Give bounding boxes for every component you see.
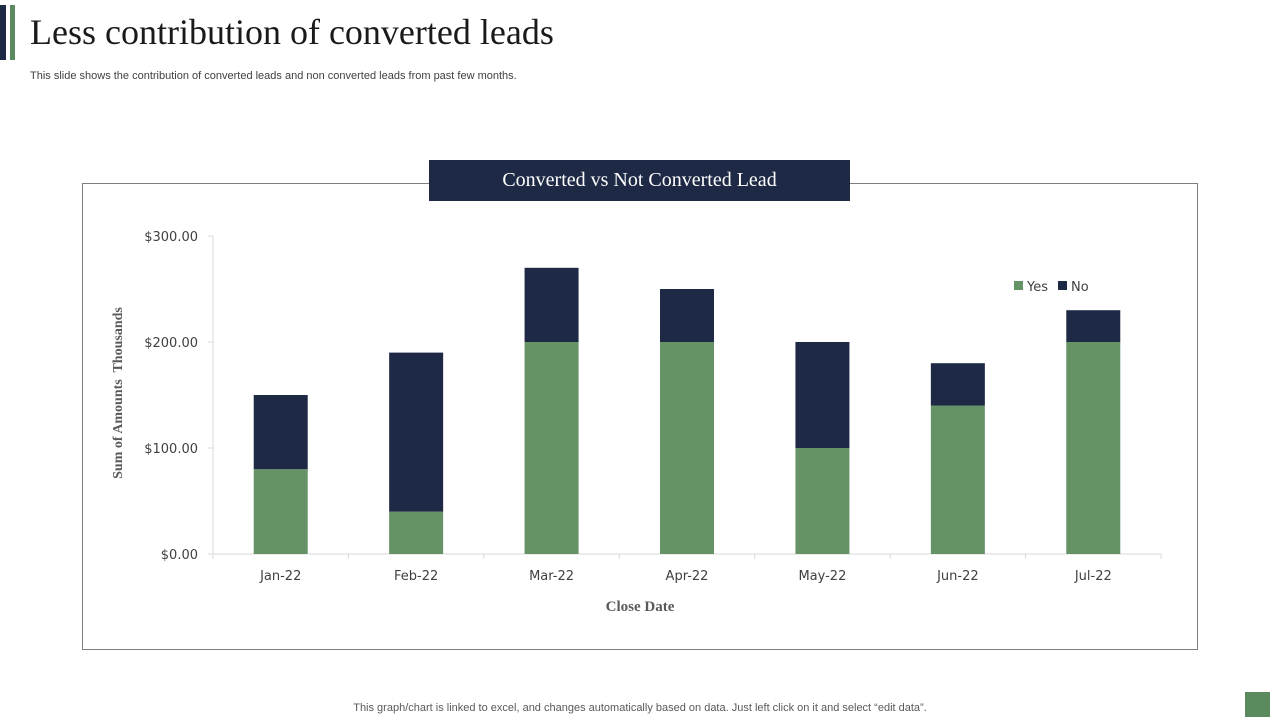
bar-no-jul-22 xyxy=(1066,310,1121,342)
x-tick-label: Jul-22 xyxy=(1074,569,1112,584)
bar-yes-jun-22 xyxy=(930,405,985,554)
bar-no-jan-22 xyxy=(253,395,308,470)
bar-no-may-22 xyxy=(795,342,850,448)
legend-label-no: No xyxy=(1071,280,1089,295)
bar-no-apr-22 xyxy=(660,289,714,342)
y-tick-label: $100.00 xyxy=(144,442,198,457)
footer-note: This graph/chart is linked to excel, and… xyxy=(353,702,927,714)
bar-yes-jan-22 xyxy=(253,469,308,554)
bar-yes-mar-22 xyxy=(524,342,579,554)
x-axis-title: Close Date xyxy=(606,599,675,615)
slide-title: Less contribution of converted leads xyxy=(30,12,554,52)
chart-title: Converted vs Not Converted Lead xyxy=(429,160,850,201)
title-accent-bar-green xyxy=(10,5,15,60)
y-axis-title: Sum of Amounts Thousands xyxy=(111,307,126,479)
legend-label-yes: Yes xyxy=(1026,280,1048,295)
x-tick-label: Jan-22 xyxy=(259,569,301,584)
y-tick-label: $0.00 xyxy=(161,548,198,563)
x-tick-label: Mar-22 xyxy=(529,569,574,584)
bar-yes-may-22 xyxy=(795,448,850,554)
x-tick-label: Apr-22 xyxy=(666,569,709,584)
corner-decoration xyxy=(1245,692,1270,717)
x-tick-label: May-22 xyxy=(798,569,846,584)
title-accent-bar-dark xyxy=(0,5,6,60)
bar-no-jun-22 xyxy=(930,363,985,406)
bar-yes-jul-22 xyxy=(1066,342,1121,554)
bar-no-mar-22 xyxy=(524,267,579,342)
bar-yes-feb-22 xyxy=(389,511,444,554)
legend-swatch-no xyxy=(1058,281,1067,290)
x-tick-label: Feb-22 xyxy=(394,569,438,584)
slide-subtitle: This slide shows the contribution of con… xyxy=(30,70,517,82)
bar-no-feb-22 xyxy=(389,352,444,512)
y-tick-label: $200.00 xyxy=(144,336,198,351)
bar-yes-apr-22 xyxy=(660,342,714,554)
x-tick-label: Jun-22 xyxy=(936,569,979,584)
y-tick-label: $300.00 xyxy=(144,230,198,245)
legend-swatch-yes xyxy=(1014,281,1023,290)
